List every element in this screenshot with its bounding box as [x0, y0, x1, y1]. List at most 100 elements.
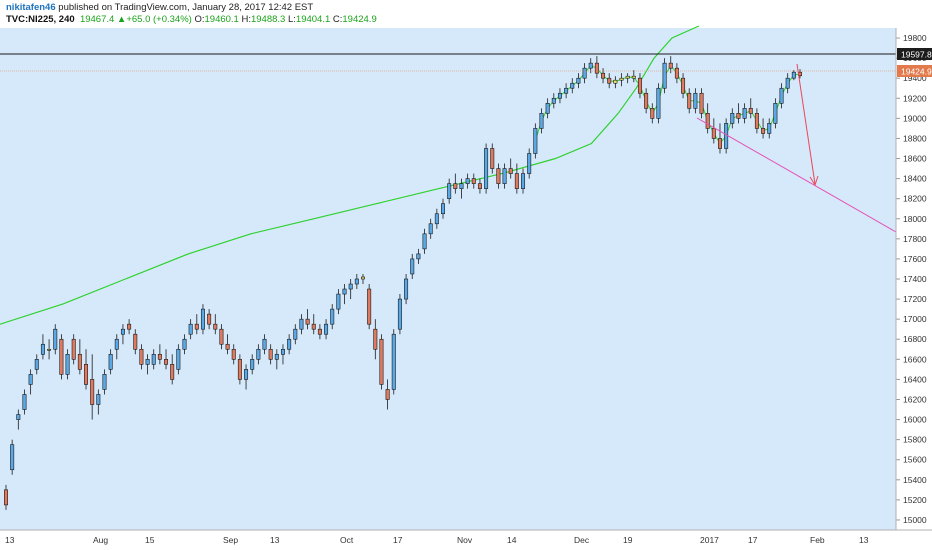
- candle[interactable]: [120, 324, 125, 345]
- candle[interactable]: [693, 88, 698, 114]
- candle[interactable]: [367, 284, 372, 330]
- candle[interactable]: [391, 329, 396, 395]
- candle[interactable]: [428, 218, 433, 239]
- candle[interactable]: [742, 103, 747, 124]
- candle[interactable]: [582, 63, 587, 84]
- candle[interactable]: [194, 314, 199, 335]
- candle[interactable]: [496, 163, 501, 189]
- candle[interactable]: [336, 289, 341, 315]
- candle[interactable]: [656, 83, 661, 124]
- candle[interactable]: [422, 228, 427, 254]
- candle[interactable]: [65, 349, 70, 380]
- candle[interactable]: [90, 354, 95, 420]
- candle[interactable]: [342, 284, 347, 305]
- candle[interactable]: [71, 334, 76, 365]
- candle[interactable]: [773, 98, 778, 129]
- candle[interactable]: [416, 248, 421, 264]
- candle[interactable]: [539, 108, 544, 134]
- candle[interactable]: [453, 173, 458, 194]
- candle[interactable]: [514, 163, 519, 194]
- candle[interactable]: [170, 354, 175, 385]
- candle[interactable]: [324, 319, 329, 340]
- candle[interactable]: [317, 324, 322, 340]
- candle[interactable]: [16, 409, 21, 430]
- candle[interactable]: [619, 73, 624, 87]
- candle[interactable]: [637, 73, 642, 99]
- candle[interactable]: [200, 304, 205, 335]
- candle[interactable]: [108, 349, 113, 375]
- candle[interactable]: [465, 173, 470, 189]
- candle[interactable]: [761, 118, 766, 139]
- candle[interactable]: [164, 349, 169, 370]
- candle[interactable]: [601, 68, 606, 84]
- candle[interactable]: [545, 98, 550, 119]
- candle[interactable]: [188, 319, 193, 340]
- candle[interactable]: [502, 163, 507, 189]
- candle[interactable]: [576, 73, 581, 89]
- candle[interactable]: [441, 198, 446, 219]
- candle[interactable]: [625, 73, 630, 84]
- candle[interactable]: [151, 349, 156, 370]
- candle[interactable]: [330, 304, 335, 330]
- candle[interactable]: [274, 349, 279, 370]
- pink-trendline[interactable]: [696, 117, 897, 233]
- candle[interactable]: [262, 334, 267, 355]
- candle[interactable]: [779, 83, 784, 109]
- candle[interactable]: [47, 339, 52, 360]
- red-arrow-shaft[interactable]: [796, 63, 816, 185]
- candle[interactable]: [785, 73, 790, 94]
- candle[interactable]: [705, 103, 710, 134]
- candle[interactable]: [410, 253, 415, 279]
- candle[interactable]: [311, 314, 316, 335]
- candle[interactable]: [231, 344, 236, 365]
- candle[interactable]: [219, 324, 224, 350]
- candle[interactable]: [96, 389, 101, 415]
- candle[interactable]: [305, 309, 310, 330]
- candle[interactable]: [280, 344, 285, 365]
- candle[interactable]: [237, 354, 242, 385]
- candle[interactable]: [4, 484, 8, 510]
- candle[interactable]: [102, 369, 107, 395]
- candle[interactable]: [570, 78, 575, 94]
- candle[interactable]: [508, 158, 513, 179]
- candle[interactable]: [299, 314, 304, 335]
- candle[interactable]: [127, 319, 132, 335]
- candle[interactable]: [588, 58, 593, 74]
- candle[interactable]: [521, 168, 526, 194]
- candle[interactable]: [354, 273, 359, 290]
- candle[interactable]: [268, 344, 273, 365]
- candle[interactable]: [287, 334, 292, 355]
- candle[interactable]: [114, 334, 119, 360]
- time-axis[interactable]: 13 Aug 15 Sep 13 Oct 17 Nov 14 Dec 19 2017 17 Feb 13: [5, 535, 869, 545]
- candle[interactable]: [484, 143, 489, 194]
- candle[interactable]: [748, 98, 753, 119]
- candle[interactable]: [385, 379, 390, 410]
- candle[interactable]: [373, 319, 378, 360]
- candle[interactable]: [244, 364, 249, 390]
- candle[interactable]: [40, 334, 45, 360]
- candle[interactable]: [182, 334, 187, 355]
- candle[interactable]: [447, 178, 452, 204]
- candle[interactable]: [256, 344, 261, 365]
- candle[interactable]: [613, 76, 618, 89]
- candle[interactable]: [730, 108, 735, 129]
- candle[interactable]: [564, 83, 569, 99]
- candle[interactable]: [360, 273, 365, 285]
- candle[interactable]: [674, 63, 679, 84]
- candle[interactable]: [293, 324, 298, 345]
- candle[interactable]: [28, 369, 33, 395]
- candle[interactable]: [699, 88, 704, 119]
- candle[interactable]: [644, 88, 649, 114]
- candle[interactable]: [459, 178, 464, 199]
- candle[interactable]: [348, 279, 353, 300]
- candle[interactable]: [34, 354, 39, 375]
- candle[interactable]: [650, 103, 655, 124]
- author-name[interactable]: nikitafen46: [6, 2, 56, 13]
- candle[interactable]: [471, 173, 476, 189]
- candle[interactable]: [225, 334, 230, 355]
- candle[interactable]: [59, 334, 64, 380]
- candle[interactable]: [594, 56, 599, 79]
- candle[interactable]: [404, 273, 409, 305]
- candle[interactable]: [711, 118, 716, 144]
